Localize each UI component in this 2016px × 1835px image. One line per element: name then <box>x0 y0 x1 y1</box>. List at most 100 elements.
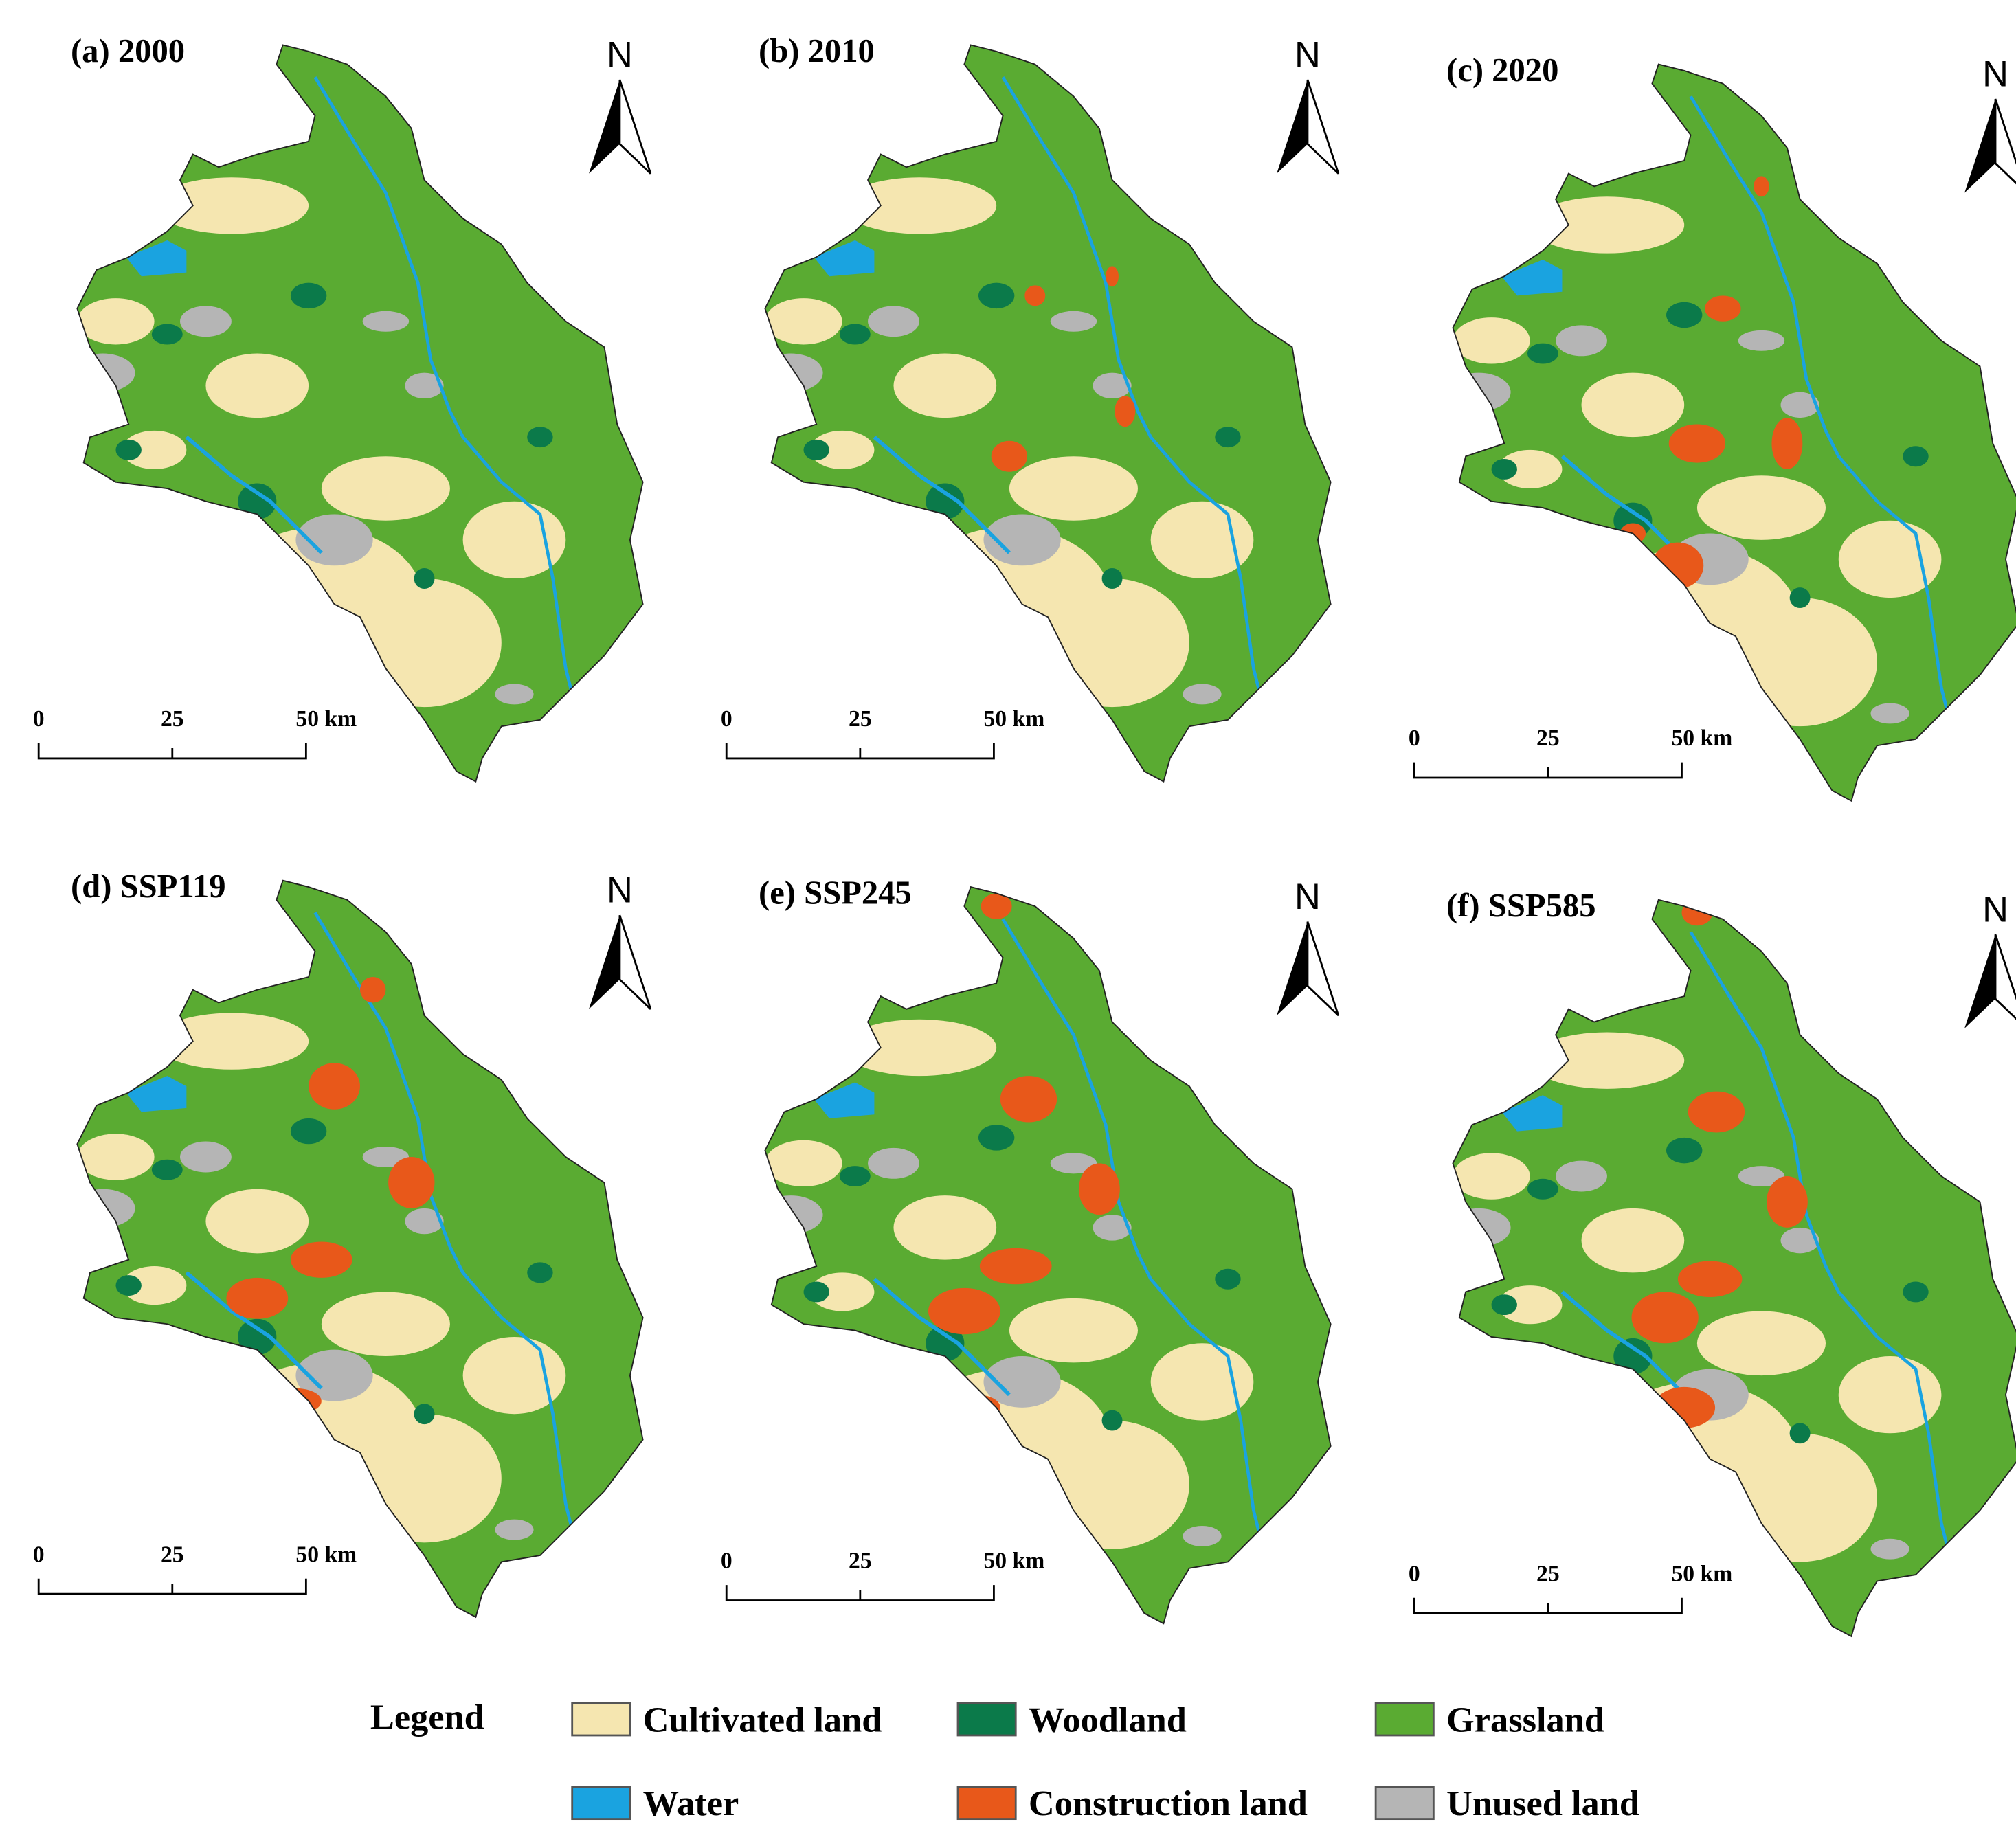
cultivated-patch <box>1581 1208 1685 1273</box>
cultivated-patch <box>122 1266 187 1305</box>
north-arrow <box>589 80 620 174</box>
river <box>313 912 581 1556</box>
north-arrow <box>618 79 652 175</box>
map-panel: (a) 2000 N 0 25 50 km <box>33 32 652 783</box>
cultivated-patch <box>1723 598 1877 727</box>
scale-label: 50 km <box>1671 725 1732 751</box>
cultivated-patch <box>765 298 842 345</box>
scale-label: 25 <box>1536 725 1560 751</box>
construction-patch <box>1631 1292 1699 1344</box>
unused-patch <box>1870 703 1909 724</box>
unused-patch <box>405 372 444 399</box>
unused-patch <box>868 306 919 337</box>
unused-patch <box>983 514 1061 566</box>
woodland-patch <box>1789 1423 1811 1444</box>
cultivated-patch <box>1723 1433 1877 1562</box>
cultivated-patch <box>1581 372 1685 438</box>
cultivated-patch <box>154 177 309 234</box>
scale-bar <box>37 743 307 760</box>
construction-patch <box>981 893 1012 919</box>
panel-title: (b) 2010 <box>759 32 875 69</box>
river <box>185 1271 323 1390</box>
construction-patch <box>928 1287 1000 1335</box>
unused-patch <box>362 1147 410 1167</box>
panel-title: (e) SSP245 <box>759 874 912 911</box>
north-label: N <box>1982 54 2008 94</box>
woodland-patch <box>926 483 965 519</box>
map-panel: (c) 2020 N 0 25 50 km <box>1409 52 2016 802</box>
cultivated-patch <box>1453 1153 1530 1200</box>
construction-patch <box>359 977 386 1003</box>
scale-bar <box>1413 1597 1683 1614</box>
scale-bar <box>1413 762 1683 779</box>
construction-patch <box>1024 285 1046 306</box>
cultivated-patch <box>1035 1420 1189 1549</box>
unused-patch <box>1780 392 1819 418</box>
cultivated-patch <box>809 430 875 469</box>
woodland-patch <box>839 324 871 345</box>
north-arrow <box>1994 934 2016 1020</box>
cultivated-patch <box>347 578 502 708</box>
woodland-patch <box>290 1118 327 1145</box>
scale-label: 50 km <box>1671 1561 1732 1586</box>
north-arrow <box>1964 99 1996 193</box>
construction-patch <box>954 1395 1000 1421</box>
woodland-patch <box>115 439 142 460</box>
north-label: N <box>1295 877 1321 917</box>
north-arrow <box>618 914 652 1010</box>
unused-patch <box>405 1208 444 1235</box>
construction-patch <box>1681 899 1713 926</box>
map-panel: (b) 2010 N 0 25 50 km <box>721 32 1340 783</box>
woodland-patch <box>414 568 435 589</box>
river <box>873 436 1011 554</box>
construction-patch <box>1078 1163 1120 1215</box>
unused-patch <box>1453 1208 1511 1247</box>
woodland-patch <box>1101 568 1123 589</box>
scale-label: 25 <box>849 706 872 732</box>
legend-swatch <box>1374 1702 1435 1737</box>
cultivated-patch <box>154 1013 309 1070</box>
north-label: N <box>607 35 633 75</box>
unused-patch <box>1870 1538 1909 1560</box>
unused-patch <box>1780 1227 1819 1254</box>
woodland-patch <box>1491 458 1517 480</box>
north-arrow <box>589 915 620 1009</box>
woodland-patch <box>1903 446 1929 467</box>
construction-patch <box>1106 266 1119 287</box>
scale-bar <box>725 1585 995 1601</box>
cultivated-patch <box>842 1019 997 1077</box>
cultivated-patch <box>205 1189 309 1254</box>
construction-patch <box>1653 1386 1716 1428</box>
scale-label: 50 km <box>295 1542 357 1567</box>
north-arrow <box>1277 80 1308 174</box>
scale-label: 25 <box>161 1542 184 1567</box>
scale-label: 0 <box>721 1549 732 1574</box>
scale-label: 25 <box>849 1549 872 1574</box>
map-panel: (f) SSP585 N 0 25 50 km <box>1409 887 2016 1637</box>
construction-patch <box>1677 1261 1743 1297</box>
woodland-patch <box>115 1275 142 1296</box>
cultivated-patch <box>205 353 309 418</box>
woodland-patch <box>1789 587 1811 609</box>
lake <box>126 1076 187 1112</box>
cultivated-patch <box>842 177 997 234</box>
construction-patch <box>1115 396 1136 427</box>
unused-patch <box>765 1195 823 1235</box>
cultivated-patch <box>1530 1032 1685 1089</box>
river <box>1689 95 1956 740</box>
woodland-patch <box>414 1404 435 1425</box>
north-arrow <box>1306 921 1340 1017</box>
basin-fill <box>77 45 643 782</box>
cultivated-patch <box>321 456 450 521</box>
woodland-patch <box>978 1125 1015 1151</box>
map-panel: (d) SSP119 N 0 25 50 km <box>33 868 652 1618</box>
construction-patch <box>388 1156 435 1208</box>
unused-patch <box>362 311 410 332</box>
scale-label: 0 <box>1409 725 1420 751</box>
legend-swatch <box>571 1786 631 1821</box>
north-label: N <box>1982 890 2008 930</box>
cultivated-patch <box>1696 475 1826 540</box>
woodland-patch <box>290 282 327 309</box>
scale-bar <box>37 1578 307 1595</box>
